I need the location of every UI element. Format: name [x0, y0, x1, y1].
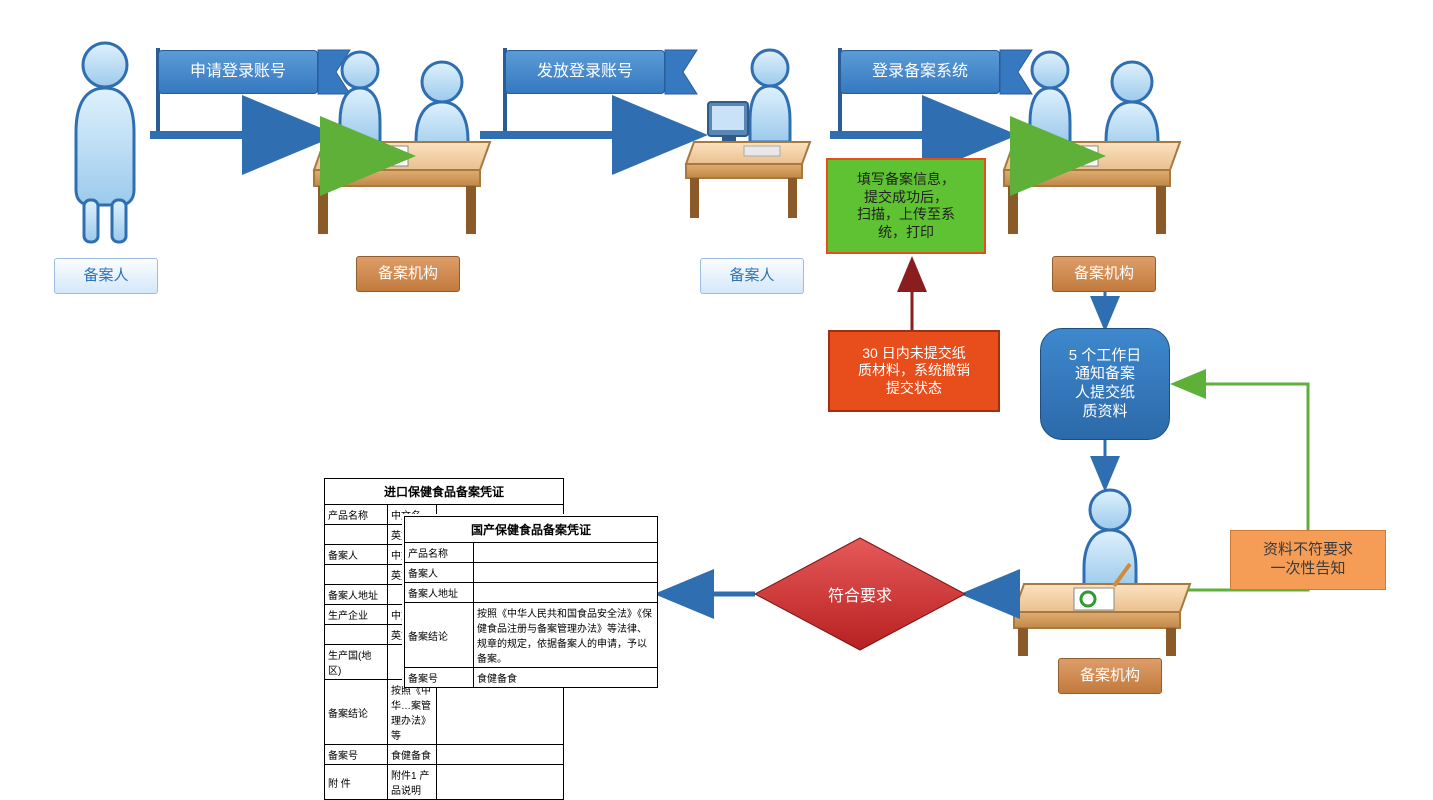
- table-row: 产品名称: [405, 543, 657, 563]
- table-row: 备案结论按照《中华…案管理办法》等: [325, 680, 563, 745]
- table-row: 备案号食健备食: [325, 745, 563, 765]
- table-row: 备案号食健备食: [405, 668, 657, 687]
- box-not-qualified: 资料不符要求 一次性告知: [1230, 530, 1386, 590]
- flag-login-system: 登录备案系统: [840, 50, 1000, 94]
- actor-computer: [686, 50, 810, 218]
- actor-desk-2: [1004, 52, 1180, 234]
- label-beian-jigou-2: 备案机构: [1052, 256, 1156, 292]
- table-row: 备案结论按照《中华人民共和国食品安全法》《保健食品注册与备案管理办法》等法律、规…: [405, 603, 657, 668]
- label-text: 备案机构: [1080, 667, 1140, 686]
- flag-issue-account: 发放登录账号: [505, 50, 665, 94]
- box-text: 资料不符要求 一次性告知: [1263, 541, 1353, 579]
- doc-title: 国产保健食品备案凭证: [405, 517, 657, 543]
- table-row: 备案人地址: [405, 583, 657, 603]
- label-beian-jigou-3: 备案机构: [1058, 658, 1162, 694]
- actor-person-1: [76, 43, 134, 242]
- diamond-qualified: 符合要求: [755, 538, 965, 650]
- table-row: 备案人: [405, 563, 657, 583]
- label-text: 备案机构: [1074, 265, 1134, 284]
- doc-domestic-cert: 国产保健食品备案凭证 产品名称备案人备案人地址备案结论按照《中华人民共和国食品安…: [404, 516, 658, 688]
- box-30-days: 30 日内未提交纸 质材料，系统撤销 提交状态: [828, 330, 1000, 412]
- table-row: 附 件附件1 产品说明: [325, 765, 563, 799]
- box-text: 30 日内未提交纸 质材料，系统撤销 提交状态: [858, 345, 970, 398]
- label-text: 备案人: [729, 267, 774, 286]
- flag-text: 登录备案系统: [872, 62, 968, 82]
- flag-text: 申请登录账号: [190, 62, 286, 82]
- label-beian-ren-2: 备案人: [700, 258, 804, 294]
- flag-apply-account: 申请登录账号: [158, 50, 318, 94]
- box-fill-info: 填写备案信息， 提交成功后， 扫描，上传至系 统，打印: [826, 158, 986, 254]
- label-text: 备案机构: [378, 265, 438, 284]
- label-beian-ren-1: 备案人: [54, 258, 158, 294]
- label-beian-jigou-1: 备案机构: [356, 256, 460, 292]
- box-text: 5 个工作日 通知备案 人提交纸 质资料: [1069, 347, 1142, 422]
- box-5-workdays: 5 个工作日 通知备案 人提交纸 质资料: [1040, 328, 1170, 440]
- actor-desk-3: [1014, 490, 1190, 656]
- doc-title: 进口保健食品备案凭证: [325, 479, 563, 505]
- flowchart-stage: { "canvas": { "width": 1433, "height": 7…: [0, 0, 1433, 700]
- box-text: 填写备案信息， 提交成功后， 扫描，上传至系 统，打印: [857, 171, 955, 241]
- svg-layer: [0, 0, 1433, 700]
- label-text: 备案人: [83, 267, 128, 286]
- diamond-text: 符合要求: [828, 582, 892, 606]
- flag-text: 发放登录账号: [537, 62, 633, 82]
